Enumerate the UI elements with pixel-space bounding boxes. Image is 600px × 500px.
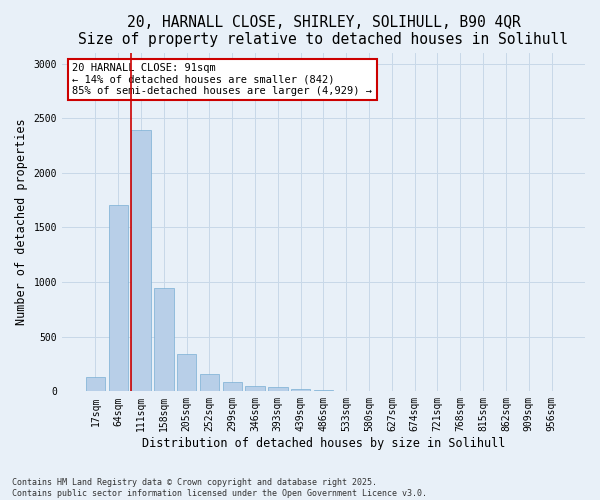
X-axis label: Distribution of detached houses by size in Solihull: Distribution of detached houses by size … — [142, 437, 505, 450]
Bar — [314, 390, 333, 392]
Bar — [223, 382, 242, 392]
Text: 20 HARNALL CLOSE: 91sqm
← 14% of detached houses are smaller (842)
85% of semi-d: 20 HARNALL CLOSE: 91sqm ← 14% of detache… — [73, 63, 373, 96]
Bar — [200, 374, 219, 392]
Text: Contains HM Land Registry data © Crown copyright and database right 2025.
Contai: Contains HM Land Registry data © Crown c… — [12, 478, 427, 498]
Title: 20, HARNALL CLOSE, SHIRLEY, SOLIHULL, B90 4QR
Size of property relative to detac: 20, HARNALL CLOSE, SHIRLEY, SOLIHULL, B9… — [79, 15, 568, 48]
Y-axis label: Number of detached properties: Number of detached properties — [15, 118, 28, 326]
Bar — [86, 377, 105, 392]
Bar — [177, 354, 196, 392]
Bar — [131, 130, 151, 392]
Bar — [245, 386, 265, 392]
Bar — [291, 388, 310, 392]
Bar — [154, 288, 173, 392]
Bar — [268, 387, 287, 392]
Bar — [109, 204, 128, 392]
